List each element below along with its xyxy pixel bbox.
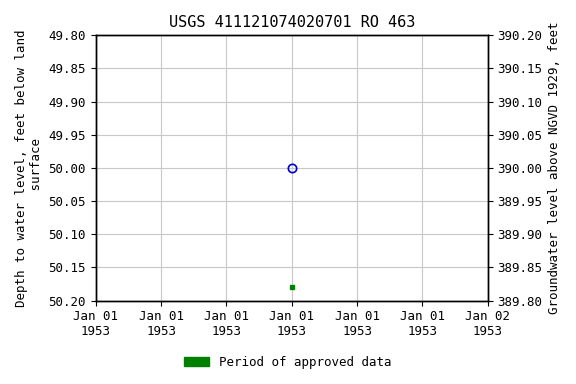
Title: USGS 411121074020701 RO 463: USGS 411121074020701 RO 463 bbox=[169, 15, 415, 30]
Y-axis label: Groundwater level above NGVD 1929, feet: Groundwater level above NGVD 1929, feet bbox=[548, 22, 561, 314]
Y-axis label: Depth to water level, feet below land
 surface: Depth to water level, feet below land su… bbox=[15, 29, 43, 307]
Legend: Period of approved data: Period of approved data bbox=[179, 351, 397, 374]
